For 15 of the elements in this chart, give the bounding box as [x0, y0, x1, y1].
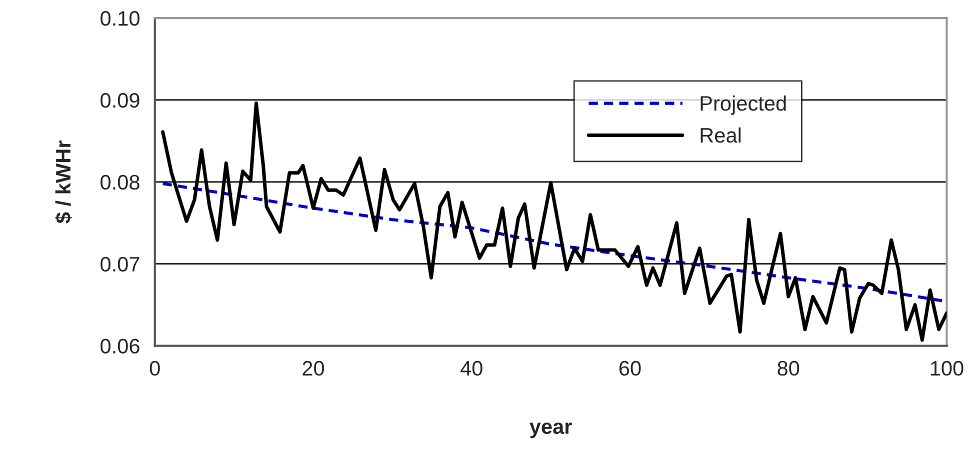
x-tick-label: 0	[150, 360, 160, 376]
y-tick-label: 0.08	[100, 174, 140, 190]
x-tick-label: 80	[778, 360, 800, 376]
y-tick-label: 0.10	[100, 11, 140, 26]
x-tick-label: 100	[930, 360, 964, 376]
y-tick-label: 0.06	[100, 338, 140, 354]
y-tick-label: 0.07	[100, 256, 140, 272]
x-axis-title: year	[530, 422, 572, 438]
legend-label: Projected	[700, 95, 786, 115]
x-tick-label: 20	[302, 360, 324, 376]
legend-label: Real	[700, 127, 741, 143]
x-tick-label: 40	[460, 360, 482, 376]
y-tick-label: 0.09	[100, 92, 140, 108]
x-tick-label: 60	[619, 360, 641, 376]
y-axis-title: $ / kWHr	[54, 140, 72, 224]
